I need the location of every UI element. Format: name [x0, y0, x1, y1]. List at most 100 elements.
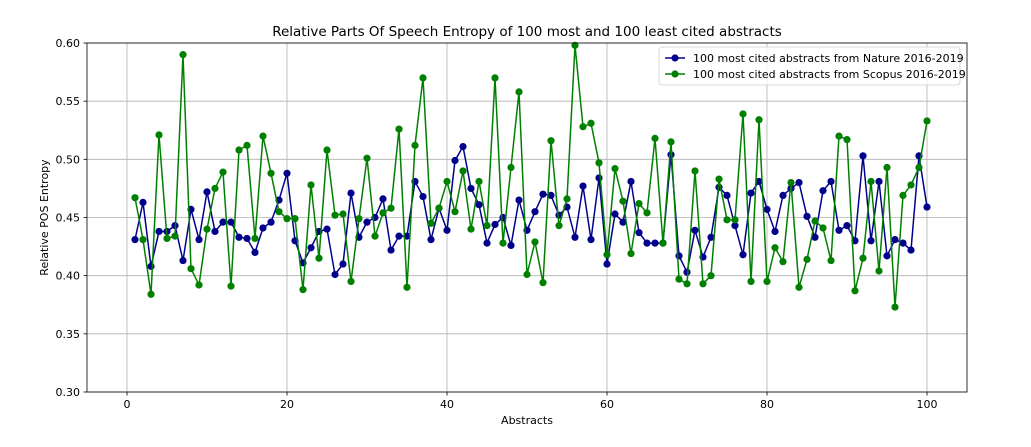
data-point [627, 249, 635, 258]
data-point [227, 218, 235, 226]
data-point [619, 218, 627, 226]
data-point [515, 196, 523, 204]
data-point [379, 209, 387, 217]
data-point [611, 165, 619, 173]
data-point [507, 163, 515, 172]
data-point [275, 208, 283, 216]
data-point [339, 260, 347, 268]
legend-marker [671, 70, 679, 78]
data-point [803, 212, 811, 220]
data-point [523, 270, 531, 279]
data-point [427, 219, 435, 227]
data-point [643, 239, 651, 247]
data-point [163, 234, 171, 243]
data-point [755, 116, 763, 124]
data-point [819, 224, 827, 232]
data-point [603, 260, 611, 268]
data-point [211, 227, 219, 236]
data-point [619, 197, 627, 205]
data-point [835, 132, 843, 140]
data-point [731, 222, 739, 230]
data-point [891, 236, 899, 244]
data-point [467, 225, 475, 233]
legend-box [658, 46, 961, 86]
y-tick-label: 0.35 [56, 328, 81, 341]
data-point [779, 258, 787, 266]
data-point [531, 238, 539, 246]
data-point [707, 233, 715, 241]
data-point [667, 138, 675, 146]
data-point [803, 255, 811, 263]
data-point [675, 275, 683, 283]
data-point [347, 277, 355, 286]
data-point [387, 246, 395, 254]
x-tick-label: 80 [760, 398, 774, 411]
data-point [243, 141, 251, 149]
data-point [267, 218, 275, 226]
x-tick-label: 40 [440, 398, 454, 411]
data-point [363, 154, 371, 162]
data-point [587, 119, 595, 127]
y-tick-label: 0.30 [56, 386, 81, 399]
data-point [699, 280, 707, 288]
data-point [891, 303, 899, 311]
data-point [763, 277, 771, 286]
data-point [451, 156, 459, 165]
data-point [171, 232, 179, 240]
data-point [339, 210, 347, 218]
data-point [387, 204, 395, 212]
data-point [443, 177, 451, 186]
data-point [827, 256, 835, 265]
data-point [507, 241, 515, 250]
data-point [571, 41, 579, 49]
data-point [691, 226, 699, 234]
data-point [859, 152, 867, 160]
data-point [219, 168, 227, 176]
data-point [819, 187, 827, 195]
data-point [595, 174, 603, 182]
data-point [283, 215, 291, 223]
data-point [419, 74, 427, 82]
data-point [835, 226, 843, 234]
data-point [379, 195, 387, 203]
data-point [899, 239, 907, 247]
data-point [499, 239, 507, 247]
data-point [451, 208, 459, 216]
data-point [851, 287, 859, 295]
data-point [147, 290, 155, 298]
data-point [923, 117, 931, 125]
data-point [899, 191, 907, 199]
data-point [251, 248, 259, 256]
data-point [875, 177, 883, 186]
data-point [747, 189, 755, 197]
data-point [883, 252, 891, 260]
x-tick-label: 20 [280, 398, 294, 411]
data-point [715, 175, 723, 183]
data-point [643, 209, 651, 217]
data-point [355, 215, 363, 223]
data-point [235, 233, 243, 241]
data-point [459, 142, 467, 151]
data-point [579, 182, 587, 190]
data-point [403, 283, 411, 291]
data-point [347, 189, 355, 197]
data-point [595, 159, 603, 167]
data-point [787, 179, 795, 187]
data-point [323, 146, 331, 154]
data-point [267, 169, 275, 177]
data-point [475, 201, 483, 209]
y-tick-label: 0.55 [56, 95, 81, 108]
data-point [731, 216, 739, 224]
data-point [763, 205, 771, 213]
y-tick-label: 0.50 [56, 153, 81, 166]
data-point [571, 233, 579, 241]
data-point [675, 252, 683, 260]
data-point [435, 204, 443, 212]
legend-label: 100 most cited abstracts from Nature 201… [693, 52, 964, 65]
x-tick-label: 0 [124, 398, 131, 411]
data-point [147, 262, 155, 270]
data-point [707, 272, 715, 280]
data-point [795, 179, 803, 187]
data-point [323, 225, 331, 233]
data-point [443, 226, 451, 234]
